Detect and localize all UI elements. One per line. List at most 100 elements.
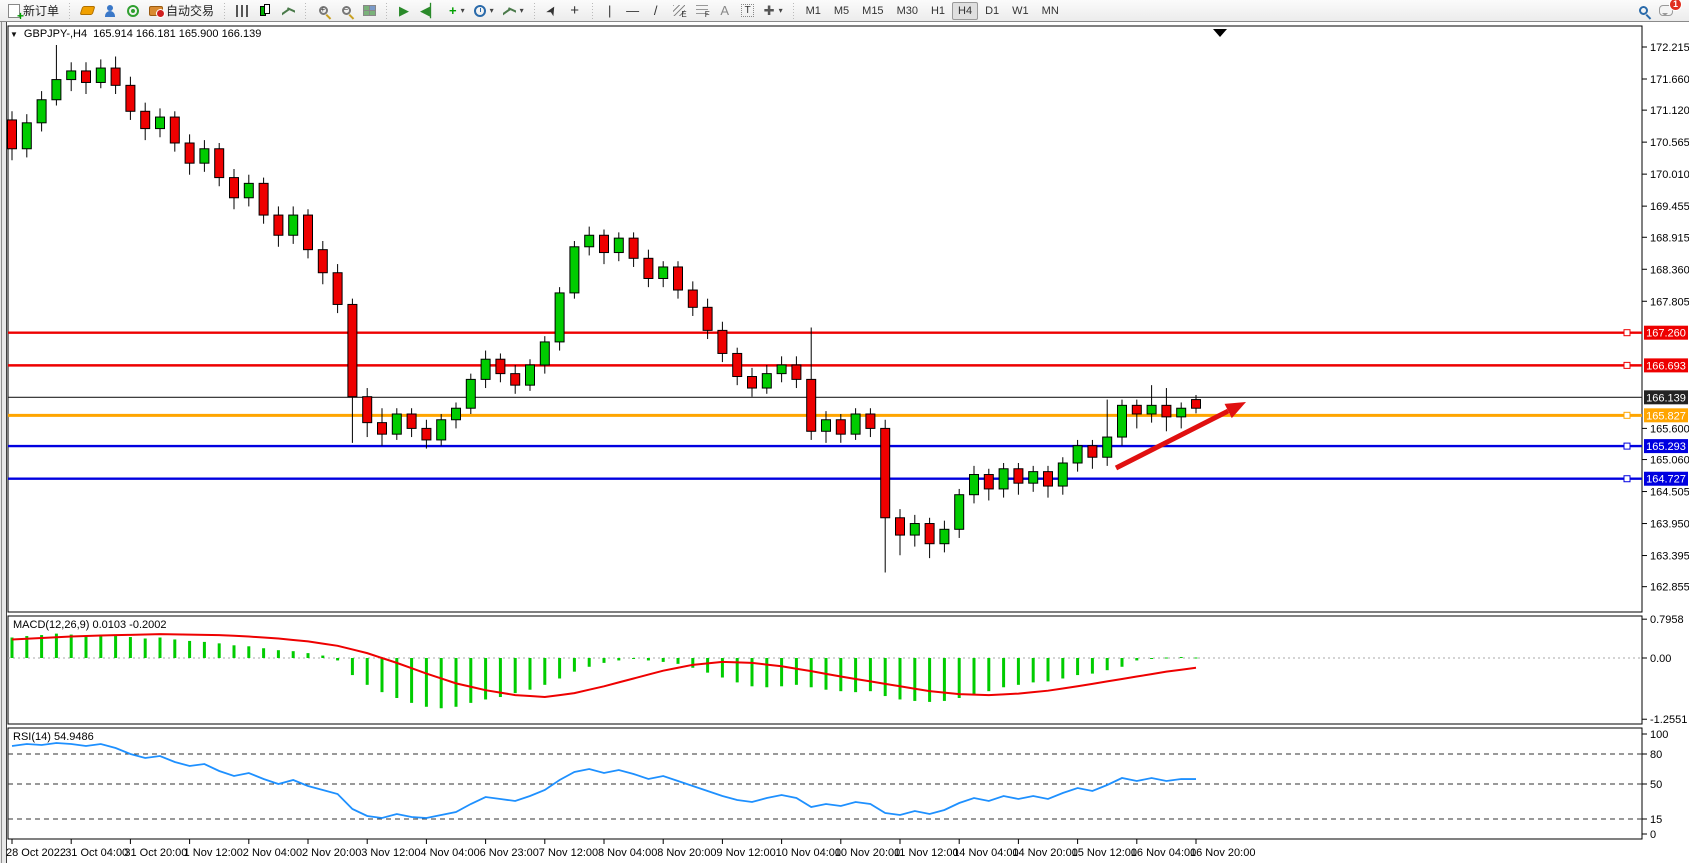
shapes-button[interactable]: ✚ ▾ xyxy=(760,1,787,21)
macd-histogram-bar xyxy=(321,655,325,658)
timeframe-h4[interactable]: H4 xyxy=(952,1,979,20)
time-axis-label: 8 Nov 04:00 xyxy=(598,847,657,859)
line-chart-button[interactable] xyxy=(277,1,299,21)
macd-histogram-bar xyxy=(1164,657,1168,659)
rsi-scale-label: 15 xyxy=(1650,814,1662,826)
price-axis-label: 171.120 xyxy=(1650,105,1689,117)
price-tag-text: 166.139 xyxy=(1646,392,1686,404)
toolbar-grip xyxy=(67,2,73,19)
candle-body xyxy=(1117,404,1127,438)
tile-windows-button[interactable] xyxy=(358,1,380,21)
macd-histogram-bar xyxy=(617,658,621,661)
candle-body xyxy=(465,378,476,409)
indicators-button[interactable]: + ▾ xyxy=(445,1,469,21)
fibonacci-icon xyxy=(695,5,710,19)
macd-histogram-bar xyxy=(143,638,147,658)
hline-handle[interactable] xyxy=(1623,475,1631,483)
chart-title[interactable]: ▼ GBPJPY-,H4 165.914 166.181 165.900 166… xyxy=(10,28,261,40)
macd-histogram-bar xyxy=(306,653,310,658)
macd-histogram-bar xyxy=(350,658,354,676)
main-panel-frame xyxy=(7,25,1643,613)
zoom-in-button[interactable]: + xyxy=(312,1,334,21)
time-axis-label: 2 Nov 20:00 xyxy=(302,847,361,859)
chart-shift-button[interactable]: ◀▏ xyxy=(416,1,444,21)
trend-arrow-head xyxy=(1224,402,1246,419)
vertical-line-button[interactable]: | xyxy=(599,1,621,21)
candle-body xyxy=(303,214,313,251)
candle-body xyxy=(1013,468,1024,484)
candle-body xyxy=(909,523,920,536)
candle-body xyxy=(1176,407,1187,418)
candle-body xyxy=(510,373,521,386)
candle-body xyxy=(895,517,905,536)
timeframe-m1[interactable]: M1 xyxy=(805,4,821,17)
candle-body xyxy=(184,142,195,164)
candle-body xyxy=(584,234,595,248)
trend-arrow-line[interactable] xyxy=(1114,408,1230,471)
timeframe-m15[interactable]: M15 xyxy=(862,4,884,17)
channel-button[interactable] xyxy=(668,1,690,21)
time-axis-label: 16 Nov 04:00 xyxy=(1131,847,1196,859)
macd-histogram-bar xyxy=(646,658,650,661)
macd-histogram-bar xyxy=(291,651,295,658)
macd-histogram-bar xyxy=(99,634,103,658)
left-splitter[interactable] xyxy=(0,22,7,863)
indicators-icon: + xyxy=(449,3,457,18)
text-label-button[interactable]: T xyxy=(737,1,759,21)
crosshair-button[interactable]: + xyxy=(564,1,586,21)
fibonacci-button[interactable] xyxy=(691,1,713,21)
timeframe-m30[interactable]: M30 xyxy=(896,4,918,17)
macd-histogram-bar xyxy=(1150,658,1154,659)
macd-histogram-bar xyxy=(84,635,88,658)
candlestick-chart-button[interactable] xyxy=(254,1,276,21)
templates-button[interactable]: ▾ xyxy=(499,1,528,21)
candle-body xyxy=(850,413,861,435)
horizontal-line-button[interactable]: — xyxy=(622,1,644,21)
signals-button[interactable] xyxy=(122,1,144,21)
bar-chart-button[interactable] xyxy=(231,1,253,21)
new-order-button[interactable]: 新订单 xyxy=(4,1,63,23)
candle-body xyxy=(362,396,373,424)
candle-body xyxy=(599,234,609,254)
candle-body xyxy=(125,84,136,112)
text-button[interactable]: A xyxy=(714,1,736,21)
macd-panel xyxy=(8,633,1642,709)
trendline-button[interactable]: / xyxy=(645,1,667,21)
macd-histogram-bar xyxy=(854,658,858,693)
timeframe-mn[interactable]: MN xyxy=(1041,4,1059,17)
cursor-button[interactable]: ➤ xyxy=(541,1,563,21)
timeframe-d1[interactable]: D1 xyxy=(985,4,1000,17)
hline-handle[interactable] xyxy=(1623,411,1631,419)
chart-canvas[interactable]: 172.215 171.660 171.120 170.565 170.010 169.4… xyxy=(0,22,1689,863)
zoom-out-button[interactable]: − xyxy=(335,1,357,21)
macd-histogram-bar xyxy=(839,658,843,692)
hline-handle[interactable] xyxy=(1623,442,1631,450)
clock-icon xyxy=(473,4,486,17)
timeframe-w1[interactable]: W1 xyxy=(1012,4,1029,17)
metaeditor-button[interactable] xyxy=(76,1,98,21)
macd-histogram-bar xyxy=(1105,658,1109,671)
price-axis-label: 165.600 xyxy=(1650,423,1689,435)
macd-histogram-bar xyxy=(913,658,917,701)
search-button[interactable] xyxy=(1632,1,1654,21)
chart-shift-marker[interactable] xyxy=(1213,29,1227,37)
trendline-icon: / xyxy=(653,3,658,18)
macd-histogram-bar xyxy=(809,658,813,688)
community-button[interactable] xyxy=(99,1,121,21)
hline-handle[interactable] xyxy=(1623,361,1631,369)
timeframe-h1[interactable]: H1 xyxy=(930,4,946,17)
price-tag-text: 164.727 xyxy=(1646,474,1686,486)
timeframe-m5[interactable]: M5 xyxy=(833,4,850,17)
hline-handle[interactable] xyxy=(1623,329,1631,337)
periods-button[interactable]: ▾ xyxy=(470,1,498,21)
time-axis-label: 8 Nov 20:00 xyxy=(657,847,716,859)
cursor-icon: ➤ xyxy=(542,2,561,19)
price-axis[interactable]: 172.215 171.660 171.120 170.565 170.010 169.4… xyxy=(1642,42,1689,841)
notifications-button[interactable]: 1 xyxy=(1655,0,1682,21)
candle-body xyxy=(1161,404,1172,418)
symbol-dropdown-icon[interactable]: ▼ xyxy=(10,29,18,39)
autoscroll-button[interactable]: ▶ xyxy=(393,1,415,21)
autotrading-button[interactable]: 自动交易 xyxy=(145,1,218,21)
candle-body xyxy=(835,419,846,435)
